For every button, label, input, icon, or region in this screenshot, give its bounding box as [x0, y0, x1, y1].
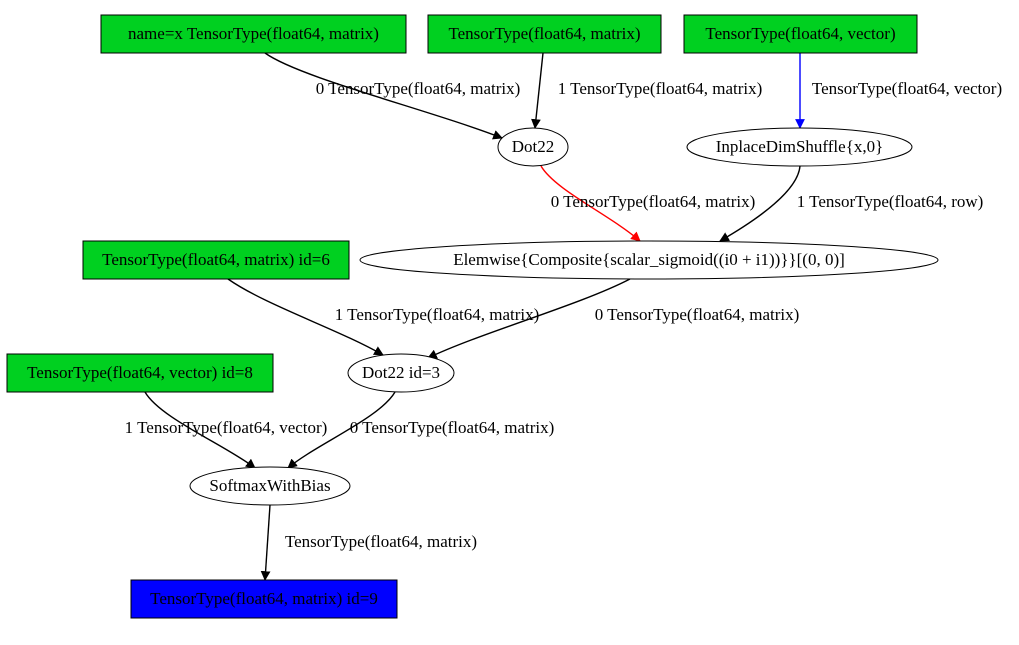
- edge-label-7: 1 TensorType(float64, vector): [125, 418, 328, 437]
- node-n_in_vec: TensorType(float64, vector): [684, 15, 917, 53]
- node-n_dot22_1: Dot22: [498, 128, 568, 166]
- edge-label-8: 0 TensorType(float64, matrix): [350, 418, 555, 437]
- node-label-n_in_mat: TensorType(float64, matrix): [448, 24, 640, 43]
- node-n_out: TensorType(float64, matrix) id=9: [131, 580, 397, 618]
- node-label-n_in_vec: TensorType(float64, vector): [705, 24, 895, 43]
- node-label-n_dot22_1: Dot22: [512, 137, 555, 156]
- edge-label-2: TensorType(float64, vector): [812, 79, 1002, 98]
- edge-n_softmax-n_out: [265, 505, 270, 580]
- node-label-n_in_vec8: TensorType(float64, vector) id=8: [27, 363, 253, 382]
- computation-graph: name=x TensorType(float64, matrix) Tensor…: [0, 0, 1019, 645]
- edge-label-5: 1 TensorType(float64, matrix): [335, 305, 540, 324]
- edge-n_in_mat-n_dot22_1: [535, 53, 543, 128]
- node-n_in_mat6: TensorType(float64, matrix) id=6: [83, 241, 349, 279]
- node-n_softmax: SoftmaxWithBias: [190, 467, 350, 505]
- node-label-n_dot22_3: Dot22 id=3: [362, 363, 440, 382]
- node-label-n_out: TensorType(float64, matrix) id=9: [150, 589, 378, 608]
- edge-label-0: 0 TensorType(float64, matrix): [316, 79, 521, 98]
- node-label-n_dimshuf: InplaceDimShuffle{x,0}: [716, 137, 884, 156]
- node-label-n_softmax: SoftmaxWithBias: [209, 476, 330, 495]
- node-n_in_mat: TensorType(float64, matrix): [428, 15, 661, 53]
- node-n_in_x: name=x TensorType(float64, matrix): [101, 15, 406, 53]
- node-n_elemwise: Elemwise{Composite{scalar_sigmoid((i0 + …: [360, 241, 938, 279]
- edge-label-6: 0 TensorType(float64, matrix): [595, 305, 800, 324]
- node-n_dimshuf: InplaceDimShuffle{x,0}: [687, 128, 912, 166]
- edge-label-4: 1 TensorType(float64, row): [797, 192, 984, 211]
- edge-label-3: 0 TensorType(float64, matrix): [551, 192, 756, 211]
- node-label-n_in_x: name=x TensorType(float64, matrix): [128, 24, 379, 43]
- edge-label-9: TensorType(float64, matrix): [285, 532, 477, 551]
- node-n_in_vec8: TensorType(float64, vector) id=8: [7, 354, 273, 392]
- node-n_dot22_3: Dot22 id=3: [348, 354, 454, 392]
- node-label-n_in_mat6: TensorType(float64, matrix) id=6: [102, 250, 330, 269]
- node-label-n_elemwise: Elemwise{Composite{scalar_sigmoid((i0 + …: [453, 250, 845, 269]
- edge-label-1: 1 TensorType(float64, matrix): [558, 79, 763, 98]
